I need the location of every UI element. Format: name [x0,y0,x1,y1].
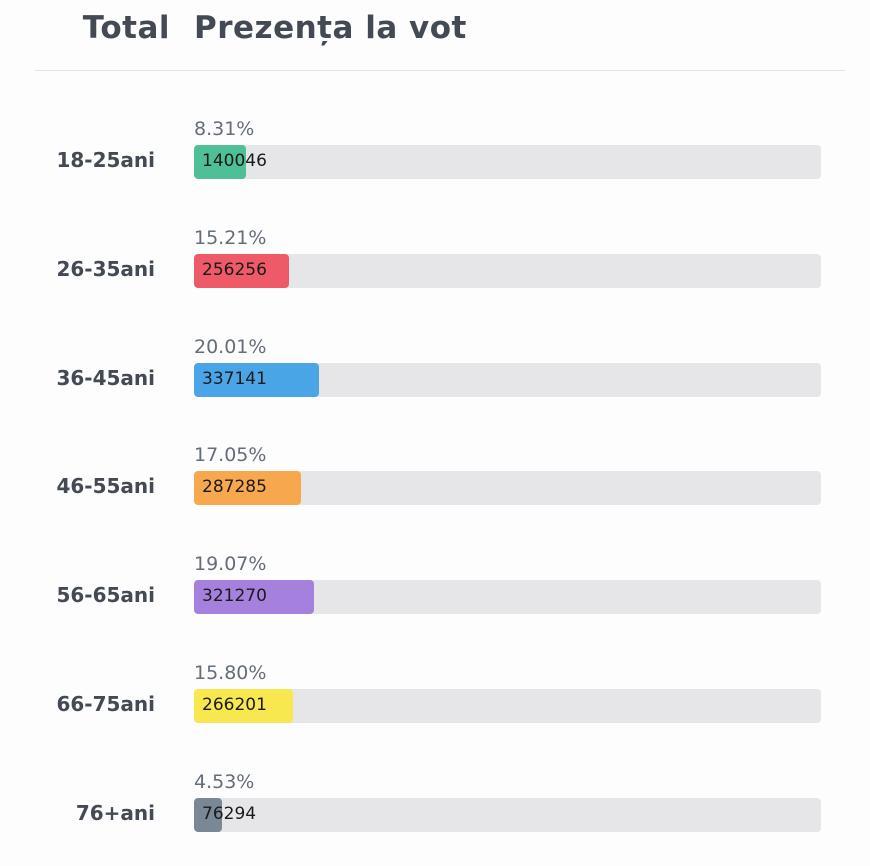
bar-value-label: 337141 [202,368,267,389]
total-column-heading: Total [82,10,170,46]
bar-track: 337141 [194,362,821,397]
bar-track: 76294 [194,797,821,832]
bar-row: 56-65ani 19.07% 321270 [0,553,870,643]
bar-fill [194,689,294,723]
percent-label: 8.31% [194,118,255,140]
bar-row: 76+ani 4.53% 76294 [0,771,870,861]
percent-label: 15.21% [194,226,267,249]
bar-row: 36-45ani 20.01% 337141 [0,336,870,426]
bar-value-label: 287285 [202,477,267,498]
bar-row: 26-35ani 15.21% 256256 [0,227,870,317]
bar-fill [194,797,223,832]
bar-row: 46-55ani 17.05% 287285 [0,444,870,534]
bar-fill [194,362,320,397]
percent-label: 20.01% [194,335,267,358]
percent-label: 15.80% [194,662,267,684]
bar-fill [194,471,301,506]
bar-fill [194,145,247,179]
bar-value-label: 266201 [202,695,267,715]
bar-track: 321270 [194,580,821,615]
bar-fill [194,253,290,288]
bar-fill [194,580,314,615]
bar-row: 18-25ani 8.31% 140046 [0,118,870,208]
percent-label: 17.05% [194,444,267,467]
percent-label: 4.53% [194,770,255,793]
chart-title: Prezența la vot [194,10,467,46]
category-label: 26-35ani [56,256,155,281]
percent-label: 19.07% [194,553,267,576]
bar-value-label: 321270 [202,586,267,607]
category-label: 66-75ani [56,692,155,716]
category-label: 56-65ani [56,583,155,608]
bar-track: 256256 [194,253,821,288]
category-label: 46-55ani [56,474,155,499]
bar-track: 266201 [194,689,821,723]
bar-track: 287285 [194,471,821,506]
chart-header: Total Prezența la vot [0,0,870,70]
bar-value-label: 76294 [202,803,257,824]
category-label: 36-45ani [56,365,155,390]
category-label: 18-25ani [56,148,155,172]
bar-value-label: 256256 [202,259,267,280]
bar-value-label: 140046 [202,151,267,171]
bar-row: 66-75ani 15.80% 266201 [0,662,870,752]
header-divider [35,70,845,71]
category-label: 76+ani [75,800,155,825]
bar-track: 140046 [194,145,821,179]
